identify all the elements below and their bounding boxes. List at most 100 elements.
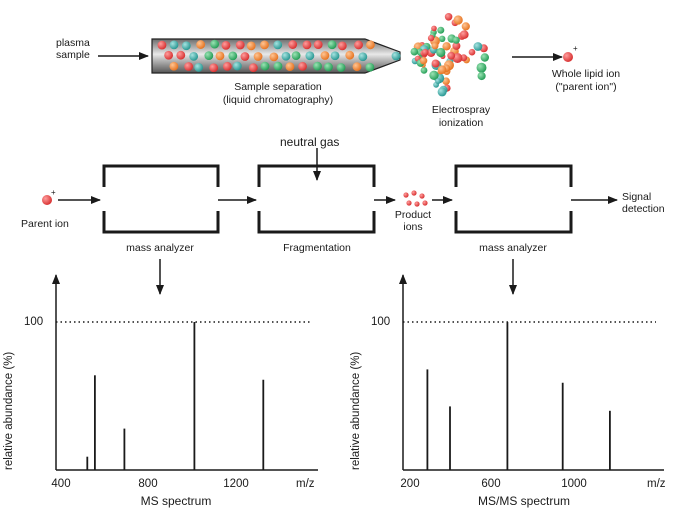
fragmentation-label: Fragmentation	[283, 242, 351, 254]
chromatography-column	[151, 38, 401, 74]
electrospray-droplets	[410, 12, 489, 97]
molecule-dot	[345, 50, 355, 60]
droplet-dot	[477, 71, 486, 81]
molecule-dot	[327, 40, 337, 50]
molecule-dot	[164, 50, 174, 60]
molecule-dot	[204, 51, 214, 61]
molecule-dot	[358, 52, 368, 62]
droplet-dot	[421, 48, 429, 56]
molecule-dot	[260, 40, 269, 50]
molecule-dot	[194, 63, 204, 72]
droplet-dot	[410, 47, 419, 56]
molecule-dot	[235, 40, 245, 50]
msms-ylabel: relative abundance (%)	[350, 351, 362, 470]
molecule-dot	[391, 51, 401, 61]
molecule-dot	[305, 51, 315, 61]
droplet-dot	[461, 22, 470, 31]
molecule-dot	[281, 51, 291, 61]
parent-ion-label: Parent ion	[21, 218, 69, 230]
molecule-dot	[337, 41, 347, 51]
droplet-dot	[452, 41, 461, 50]
droplet-dot	[452, 36, 460, 44]
molecule-dot	[221, 40, 231, 50]
msms-xtick-600: 600	[481, 478, 501, 490]
molecule-dot	[298, 61, 307, 71]
plasma-sample-label: plasma sample	[56, 37, 90, 61]
droplet-dot	[439, 35, 446, 42]
molecule-dot	[288, 40, 298, 49]
product-ion-dot	[411, 190, 417, 196]
electrospray-label: Electrospray	[431, 104, 491, 116]
molecule-dot	[285, 62, 295, 71]
molecule-dot	[302, 40, 312, 50]
molecule-dot	[336, 63, 346, 72]
molecule-dot	[253, 52, 263, 61]
msms-y-marker: 100	[371, 316, 391, 328]
whole-lipid-ion-label: Whole lipid ion	[551, 68, 621, 80]
product-ions-label: Product ions	[394, 209, 432, 233]
molecule-dot	[196, 40, 206, 49]
molecule-dot	[320, 51, 330, 60]
ms-xtick-800: 800	[138, 478, 158, 490]
molecule-dot	[313, 40, 323, 50]
molecule-dot	[228, 51, 238, 61]
droplet-dot	[453, 15, 463, 25]
molecule-dot	[169, 40, 179, 50]
droplet-dot	[437, 26, 445, 34]
ionization-label: ionization	[438, 117, 484, 129]
ms-title: MS spectrum	[140, 494, 212, 508]
droplet-dot	[436, 47, 446, 58]
droplet-dot	[419, 57, 428, 65]
msms-xlabel: m/z	[647, 478, 666, 490]
ms-xlabel: m/z	[296, 478, 315, 490]
ms-ylabel: relative abundance (%)	[3, 351, 15, 470]
whole-lipid-ion: +	[563, 44, 578, 62]
msms-xtick-200: 200	[400, 478, 420, 490]
droplet-dot	[442, 77, 450, 85]
msms-title: MS/MS spectrum	[477, 494, 571, 508]
droplet-dot	[442, 42, 451, 51]
neutral-gas-label: neutral gas	[280, 135, 340, 149]
molecule-dot	[273, 40, 283, 50]
droplet-dot	[480, 53, 489, 62]
molecule-dot	[248, 63, 258, 73]
molecule-dot	[169, 61, 179, 71]
molecule-dot	[209, 63, 219, 73]
mass-analyzer-2	[454, 164, 573, 234]
product-ions-icon	[403, 190, 428, 207]
separation-sublabel: (liquid chromatography)	[222, 94, 334, 106]
msms-xtick-1000: 1000	[561, 478, 587, 490]
molecule-dot	[273, 61, 283, 71]
mass-analyzer-2-label: mass analyzer	[479, 242, 547, 254]
molecule-dot	[215, 51, 225, 61]
droplet-dot	[431, 42, 439, 50]
molecule-dot	[324, 62, 333, 72]
product-ion-dot	[406, 200, 412, 206]
molecule-dot	[260, 61, 270, 71]
ms-y-marker: 100	[24, 316, 44, 328]
product-ion-dot	[414, 201, 420, 207]
molecule-dot	[184, 62, 193, 71]
molecule-dot	[240, 52, 250, 61]
molecule-dot	[291, 51, 301, 61]
sample-molecules	[157, 39, 401, 73]
molecule-dot	[366, 40, 375, 50]
product-ion-dot	[419, 193, 425, 199]
molecule-dot	[352, 62, 362, 72]
molecule-dot	[246, 41, 256, 51]
svg-text:+: +	[51, 188, 56, 197]
molecule-dot	[330, 51, 340, 61]
ms-xtick-400: 400	[51, 478, 71, 490]
molecule-dot	[189, 51, 199, 61]
mass-analyzer-1	[102, 164, 220, 234]
parent-ion-icon: +	[42, 188, 56, 205]
molecule-dot	[269, 52, 279, 62]
molecule-dot	[210, 39, 220, 49]
molecule-dot	[365, 62, 375, 72]
droplet-dot	[468, 48, 476, 56]
molecule-dot	[222, 61, 232, 71]
droplet-dot	[437, 87, 447, 97]
molecule-dot	[176, 50, 186, 60]
molecule-dot	[157, 40, 167, 50]
